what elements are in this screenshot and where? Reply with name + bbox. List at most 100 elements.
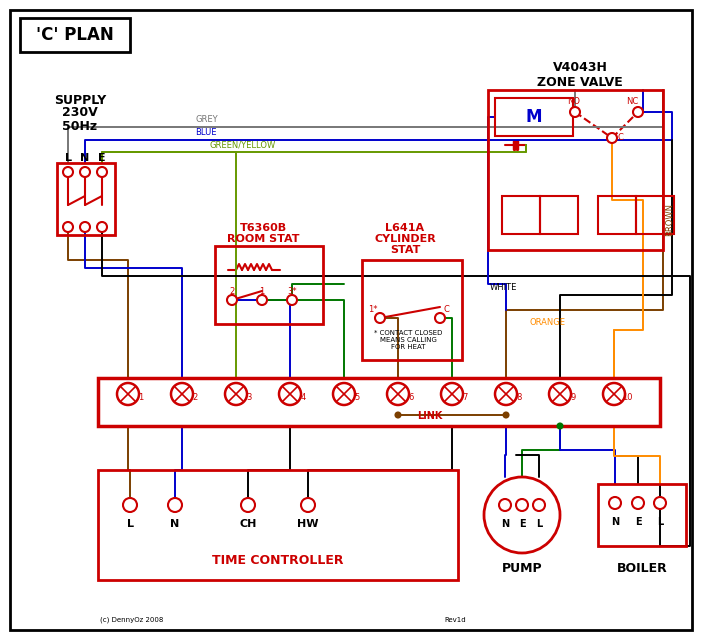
Text: V4043H
ZONE VALVE: V4043H ZONE VALVE bbox=[537, 61, 623, 89]
Text: 1*: 1* bbox=[369, 304, 378, 313]
Text: (c) DennyOz 2008: (c) DennyOz 2008 bbox=[100, 617, 164, 623]
Circle shape bbox=[279, 383, 301, 405]
Bar bbox=[598, 196, 636, 234]
Circle shape bbox=[97, 167, 107, 177]
Text: E: E bbox=[635, 517, 642, 527]
Bar bbox=[495, 98, 573, 136]
Text: 5: 5 bbox=[355, 394, 359, 403]
Text: BOILER: BOILER bbox=[616, 562, 668, 574]
Bar bbox=[57, 163, 115, 235]
Text: N: N bbox=[501, 519, 509, 529]
Text: 3: 3 bbox=[246, 394, 252, 403]
Text: E: E bbox=[519, 519, 525, 529]
Text: 7: 7 bbox=[463, 394, 468, 403]
Text: 2: 2 bbox=[192, 394, 198, 403]
Text: GREEN/YELLOW: GREEN/YELLOW bbox=[210, 140, 277, 149]
Circle shape bbox=[80, 222, 90, 232]
Circle shape bbox=[632, 497, 644, 509]
Text: 'C' PLAN: 'C' PLAN bbox=[36, 26, 114, 44]
Circle shape bbox=[609, 497, 621, 509]
Text: NC: NC bbox=[626, 97, 638, 106]
Text: N: N bbox=[80, 153, 90, 163]
Circle shape bbox=[533, 499, 545, 511]
Circle shape bbox=[168, 498, 182, 512]
Text: * CONTACT CLOSED
MEANS CALLING
FOR HEAT: * CONTACT CLOSED MEANS CALLING FOR HEAT bbox=[373, 330, 442, 350]
Text: N: N bbox=[171, 519, 180, 529]
Circle shape bbox=[654, 497, 666, 509]
Circle shape bbox=[441, 383, 463, 405]
Text: 4: 4 bbox=[300, 394, 305, 403]
Text: GREY: GREY bbox=[195, 115, 218, 124]
Circle shape bbox=[225, 383, 247, 405]
Text: M: M bbox=[526, 108, 542, 126]
Circle shape bbox=[557, 424, 562, 428]
Circle shape bbox=[97, 222, 107, 232]
Bar bbox=[540, 196, 578, 234]
Text: NO: NO bbox=[567, 97, 581, 106]
Text: 50Hz: 50Hz bbox=[62, 119, 98, 133]
Circle shape bbox=[301, 498, 315, 512]
Text: C: C bbox=[443, 304, 449, 313]
Bar bbox=[98, 470, 458, 580]
Text: 1: 1 bbox=[138, 394, 144, 403]
Text: Rev1d: Rev1d bbox=[444, 617, 466, 623]
Circle shape bbox=[117, 383, 139, 405]
Bar bbox=[362, 260, 462, 360]
Text: L: L bbox=[657, 517, 663, 527]
Text: 10: 10 bbox=[622, 394, 633, 403]
Circle shape bbox=[503, 413, 508, 417]
Bar bbox=[98, 378, 660, 426]
Circle shape bbox=[495, 383, 517, 405]
Text: BLUE: BLUE bbox=[195, 128, 216, 137]
Text: 8: 8 bbox=[516, 394, 522, 403]
Text: L: L bbox=[536, 519, 542, 529]
Circle shape bbox=[63, 222, 73, 232]
Circle shape bbox=[257, 295, 267, 305]
Bar bbox=[488, 90, 663, 250]
Circle shape bbox=[241, 498, 255, 512]
Circle shape bbox=[603, 383, 625, 405]
Circle shape bbox=[123, 498, 137, 512]
Circle shape bbox=[484, 477, 560, 553]
Text: CH: CH bbox=[239, 519, 257, 529]
Circle shape bbox=[287, 295, 297, 305]
Text: L641A: L641A bbox=[385, 223, 425, 233]
Circle shape bbox=[375, 313, 385, 323]
Text: STAT: STAT bbox=[390, 245, 420, 255]
Bar bbox=[502, 196, 540, 234]
Text: L: L bbox=[126, 519, 133, 529]
Circle shape bbox=[633, 107, 643, 117]
Circle shape bbox=[607, 133, 617, 143]
Circle shape bbox=[570, 107, 580, 117]
Bar bbox=[215, 246, 323, 324]
Text: 2: 2 bbox=[230, 287, 234, 296]
Bar bbox=[598, 484, 686, 546]
Text: T6360B: T6360B bbox=[239, 223, 286, 233]
Circle shape bbox=[516, 499, 528, 511]
Circle shape bbox=[435, 313, 445, 323]
Text: 1: 1 bbox=[259, 287, 265, 296]
Bar bbox=[636, 196, 674, 234]
Circle shape bbox=[549, 383, 571, 405]
Text: 6: 6 bbox=[409, 394, 413, 403]
Text: PUMP: PUMP bbox=[502, 562, 543, 574]
Text: CYLINDER: CYLINDER bbox=[374, 234, 436, 244]
Text: WHITE: WHITE bbox=[490, 283, 517, 292]
Circle shape bbox=[499, 499, 511, 511]
Text: 9: 9 bbox=[570, 394, 576, 403]
Circle shape bbox=[227, 295, 237, 305]
Text: ROOM STAT: ROOM STAT bbox=[227, 234, 299, 244]
Circle shape bbox=[80, 167, 90, 177]
Text: BROWN: BROWN bbox=[665, 203, 674, 237]
Text: HW: HW bbox=[297, 519, 319, 529]
Text: C: C bbox=[617, 133, 623, 142]
Text: 3*: 3* bbox=[287, 287, 297, 296]
Circle shape bbox=[333, 383, 355, 405]
Bar bbox=[20, 18, 130, 52]
Circle shape bbox=[63, 167, 73, 177]
Circle shape bbox=[387, 383, 409, 405]
Text: TIME CONTROLLER: TIME CONTROLLER bbox=[212, 553, 344, 567]
Text: ORANGE: ORANGE bbox=[530, 318, 566, 327]
Text: SUPPLY: SUPPLY bbox=[54, 94, 106, 106]
Circle shape bbox=[395, 413, 401, 417]
